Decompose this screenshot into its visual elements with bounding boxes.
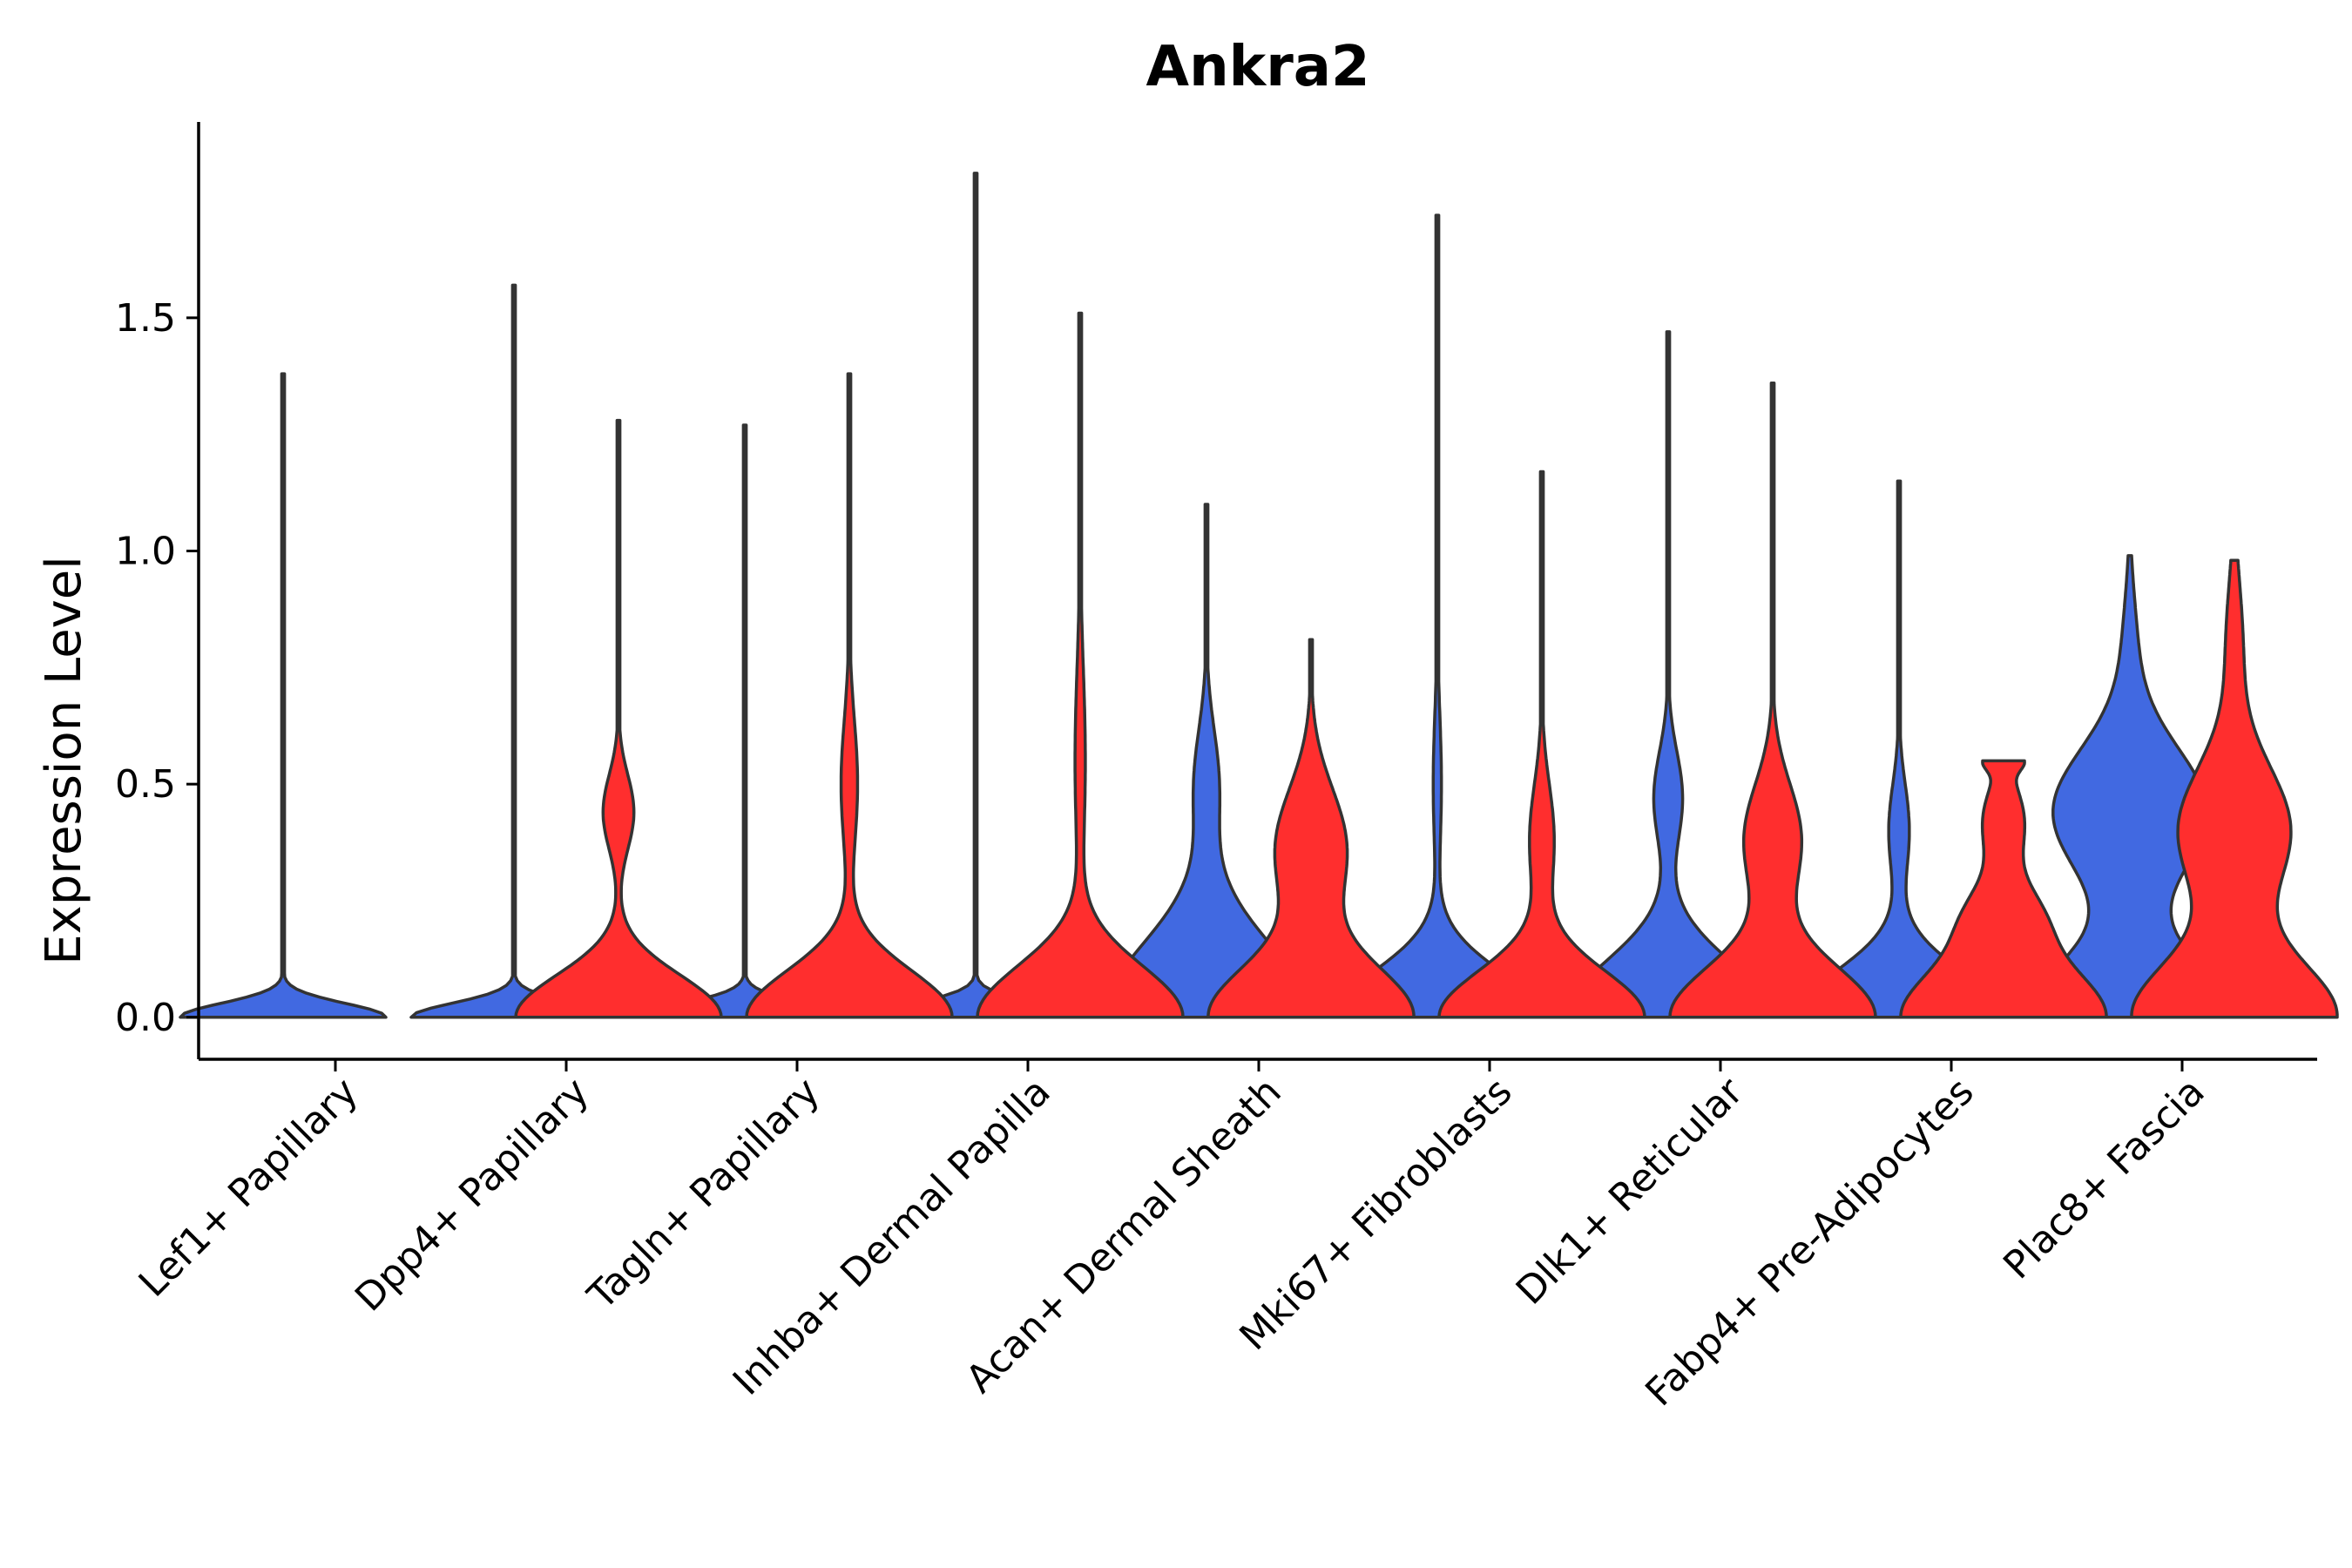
- y-tick-label: 1.0: [115, 529, 176, 573]
- violin-red-5: [1206, 638, 1416, 1019]
- violin-red-6: [1437, 470, 1646, 1019]
- violin-red-3: [745, 372, 954, 1019]
- x-tick-label: Dlk1+ Reticular: [1508, 1069, 1753, 1314]
- x-tick-label: Lef1+ Papillary: [131, 1070, 367, 1306]
- y-tick-label: 0.5: [115, 762, 176, 807]
- violin-red-2: [514, 418, 723, 1019]
- violin-blue-5: [1102, 503, 1311, 1019]
- chart-title: Ankra2: [1146, 35, 1370, 99]
- y-tick-label: 1.5: [115, 296, 176, 341]
- x-tick-label: Plac8+ Fascia: [1995, 1070, 2213, 1288]
- x-tick-label: Dpp4+ Papillary: [347, 1070, 598, 1321]
- violin-red-7: [1668, 382, 1877, 1019]
- violin-group: [179, 172, 2339, 1019]
- y-axis-ticks: 0.0 0.5 1.0 1.5: [115, 296, 199, 1040]
- y-axis-label: Expression Level: [36, 556, 92, 965]
- x-tick-label: Tagln+ Papillary: [579, 1070, 828, 1319]
- violin-red-4: [976, 311, 1185, 1019]
- violin-blue-2: [409, 283, 618, 1019]
- violin-blue-8: [1794, 479, 2004, 1019]
- violin-blue-7: [1564, 330, 1773, 1019]
- violin-blue-6: [1333, 213, 1542, 1019]
- violin-blue-4: [871, 172, 1080, 1019]
- violin-red-9: [2130, 558, 2339, 1019]
- violin-blue-1: [179, 372, 388, 1019]
- violin-blue-3: [640, 423, 849, 1019]
- y-tick-label: 0.0: [115, 996, 176, 1040]
- violin-red-8: [1899, 759, 2108, 1019]
